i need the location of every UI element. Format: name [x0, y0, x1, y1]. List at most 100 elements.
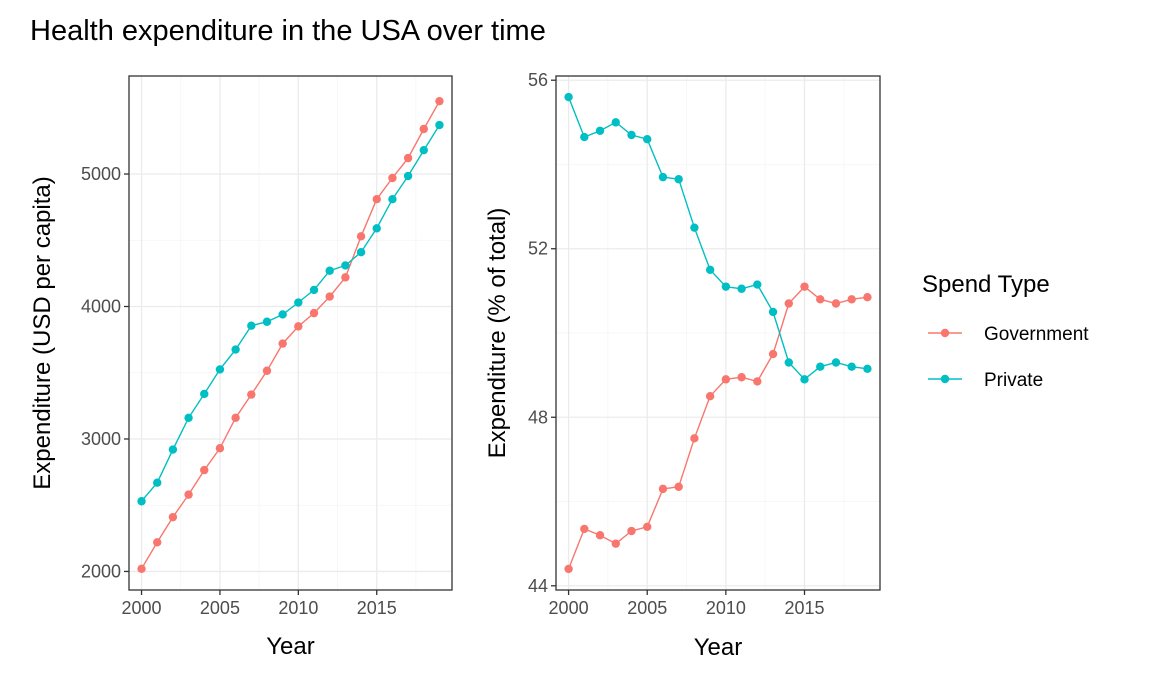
legend-label-government: Government — [984, 324, 1089, 345]
data-point-private-2012 — [325, 266, 334, 275]
panel-border — [555, 75, 881, 591]
data-point-government-2005 — [215, 444, 225, 453]
chart-title: Health expenditure in the USA over time — [30, 15, 546, 47]
panel-percent-of-total: 2000 2005 2010 2015 44 48 52 56 Year Expenditure … — [484, 70, 881, 661]
data-point-private-2008 — [690, 223, 699, 232]
data-point-government-2017 — [831, 299, 841, 308]
y-tick-label: 5000 — [81, 164, 121, 184]
data-point-government-2001 — [153, 538, 162, 547]
data-point-private-2014 — [356, 247, 366, 257]
data-point-private-2004 — [200, 389, 209, 399]
data-point-government-2000 — [137, 564, 146, 574]
x-axis-title: Year — [694, 634, 743, 661]
data-point-private-2017 — [831, 358, 841, 367]
data-point-private-2012 — [753, 280, 762, 289]
data-point-private-2003 — [611, 118, 620, 127]
data-point-private-2009 — [278, 310, 287, 319]
legend: Spend Type Government Private — [922, 271, 1089, 391]
data-point-government-2014 — [356, 232, 366, 241]
data-point-government-2003 — [611, 539, 620, 548]
data-point-private-2016 — [388, 195, 397, 204]
data-point-private-2013 — [768, 307, 778, 317]
data-point-government-2015 — [372, 195, 381, 204]
x-tick-label: 2015 — [784, 598, 824, 618]
x-tick-label: 2000 — [549, 598, 589, 618]
data-point-private-2016 — [816, 362, 825, 371]
data-point-government-2008 — [690, 434, 699, 443]
data-point-private-2018 — [847, 362, 856, 371]
y-axis-title: Expenditure (% of total) — [484, 208, 511, 459]
data-point-government-2007 — [674, 482, 683, 491]
data-point-government-2002 — [168, 512, 178, 522]
series-line-government-pct — [567, 285, 868, 570]
data-point-private-2000 — [564, 92, 573, 102]
data-point-private-2005 — [215, 365, 225, 374]
series-line-private-usd — [140, 124, 441, 502]
y-tick-label: 56 — [528, 70, 548, 90]
data-point-private-2000 — [137, 497, 146, 506]
legend-key-point-government — [940, 328, 950, 338]
series-line-government-usd — [140, 100, 441, 570]
data-point-private-2011 — [737, 284, 746, 293]
data-point-government-2019 — [435, 96, 444, 106]
data-point-private-2019 — [435, 120, 444, 130]
data-point-government-2010 — [721, 375, 731, 384]
data-point-private-2005 — [643, 134, 652, 144]
data-point-government-2015 — [800, 282, 809, 291]
data-point-private-2001 — [153, 478, 162, 487]
data-point-private-2006 — [658, 172, 668, 182]
data-point-private-2003 — [184, 413, 193, 422]
data-point-government-2018 — [419, 124, 428, 134]
x-tick-label: 2005 — [200, 598, 240, 618]
y-tick-label: 44 — [528, 576, 548, 596]
data-point-private-2011 — [309, 285, 319, 295]
panel-border — [128, 75, 453, 591]
panel-usd-per-capita: 2000 2005 2010 2015 2000 3000 4000 5000 Year Expe… — [29, 75, 453, 660]
data-point-government-2001 — [580, 524, 589, 534]
y-axis-title: Expenditure (USD per capita) — [29, 176, 56, 489]
data-point-private-2014 — [784, 358, 793, 367]
data-point-government-2009 — [278, 339, 287, 348]
data-point-government-2000 — [564, 564, 573, 574]
data-point-government-2017 — [403, 153, 413, 163]
y-tick-label: 48 — [528, 407, 548, 427]
x-tick-label: 2005 — [627, 598, 667, 618]
data-point-private-2018 — [419, 145, 428, 155]
data-point-government-2013 — [768, 349, 778, 359]
data-point-government-2018 — [847, 295, 856, 304]
data-point-government-2011 — [309, 308, 319, 318]
x-tick-label: 2015 — [357, 598, 397, 618]
data-point-government-2003 — [184, 490, 193, 499]
data-point-private-2010 — [294, 298, 303, 307]
data-point-private-2019 — [863, 364, 872, 374]
data-point-private-2006 — [231, 345, 240, 354]
data-point-government-2005 — [643, 522, 652, 532]
data-point-private-2015 — [372, 224, 381, 233]
data-point-government-2012 — [325, 292, 334, 301]
data-point-private-2007 — [674, 175, 683, 184]
data-point-private-2002 — [595, 126, 605, 135]
x-tick-label: 2010 — [278, 598, 318, 618]
data-point-government-2013 — [341, 273, 350, 282]
data-point-private-2015 — [800, 375, 809, 384]
data-point-government-2009 — [705, 391, 715, 401]
data-point-government-2006 — [231, 413, 240, 422]
data-point-government-2010 — [294, 322, 303, 331]
data-point-private-2009 — [705, 265, 715, 275]
data-point-private-2007 — [247, 321, 256, 330]
data-point-government-2007 — [247, 390, 256, 399]
x-tick-label: 2000 — [122, 598, 162, 618]
data-point-government-2016 — [816, 295, 825, 304]
data-point-government-2016 — [388, 173, 397, 183]
data-point-private-2008 — [262, 317, 272, 326]
data-point-government-2012 — [753, 377, 762, 386]
y-tick-label: 4000 — [81, 297, 121, 317]
data-point-private-2010 — [721, 282, 731, 291]
data-point-government-2004 — [200, 465, 209, 475]
data-point-private-2013 — [341, 261, 350, 270]
y-tick-label: 3000 — [81, 429, 121, 449]
data-point-government-2011 — [737, 373, 746, 382]
data-point-government-2004 — [627, 526, 636, 536]
